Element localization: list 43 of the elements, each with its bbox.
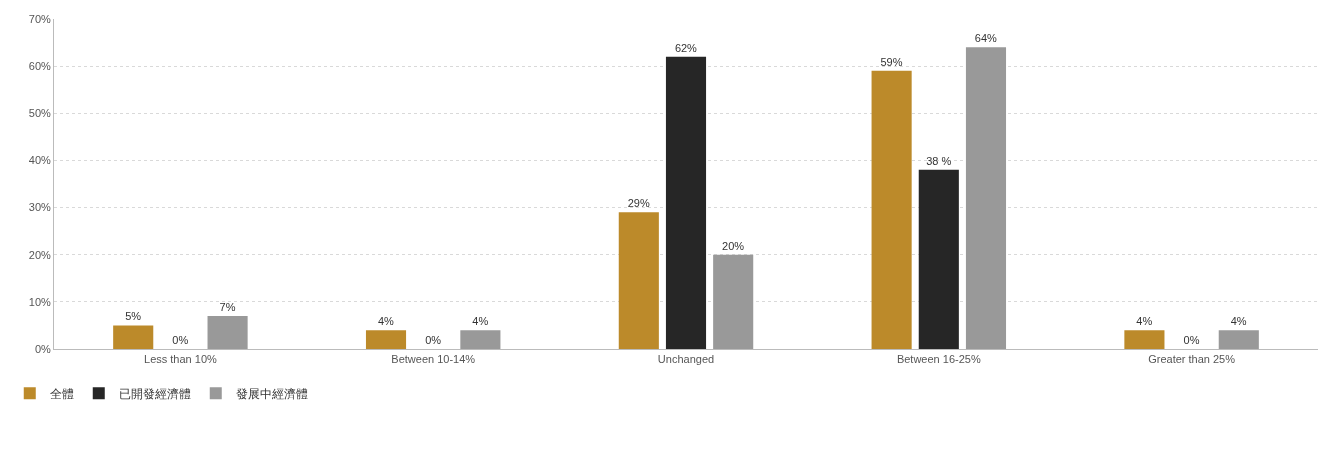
bar [460, 330, 501, 349]
bar [1124, 330, 1165, 349]
data-label: 59% [880, 55, 903, 68]
y-tick-label: 70% [28, 12, 51, 25]
x-tick-label: Between 16-25% [896, 353, 981, 366]
bar [207, 316, 248, 349]
y-tick-label: 40% [28, 154, 51, 167]
data-label: 0% [425, 334, 442, 346]
bar [618, 212, 659, 349]
data-label: 4% [1230, 315, 1247, 328]
data-label: 4% [377, 315, 395, 328]
data-label: 5% [125, 310, 142, 323]
y-tick-label: 20% [28, 248, 51, 261]
data-label: 38 % [926, 154, 952, 167]
y-tick-label: 50% [28, 107, 51, 120]
bar [965, 47, 1007, 349]
data-label: 29% [627, 197, 650, 210]
data-label: 20% [722, 239, 745, 252]
y-tick-label: 0% [34, 342, 52, 355]
data-label: 7% [219, 301, 236, 313]
bar [918, 169, 959, 349]
legend-label: 發展中經濟體 [235, 386, 308, 401]
y-tick-label: 30% [28, 201, 51, 214]
legend-label: 已開發經濟體 [118, 386, 191, 401]
data-label: 4% [472, 315, 489, 328]
bar [365, 330, 407, 349]
legend-label: 全體 [49, 386, 74, 401]
x-tick-label: Between 10-14% [391, 353, 476, 366]
bar [713, 254, 754, 349]
data-label: 62% [674, 41, 698, 54]
bar [665, 56, 707, 349]
y-tick-label: 60% [28, 59, 51, 72]
bar [871, 70, 912, 349]
x-tick-label: Greater than 25% [1148, 353, 1236, 366]
x-tick-label: Less than 10% [144, 353, 217, 366]
y-tick-label: 10% [28, 295, 51, 308]
data-label: 0% [172, 334, 189, 346]
x-tick-label: Unchanged [657, 353, 715, 366]
bar [113, 325, 154, 349]
data-label: 0% [1183, 334, 1200, 346]
data-label: 64% [974, 32, 998, 45]
bar [1218, 330, 1259, 349]
data-label: 4% [1136, 315, 1153, 328]
